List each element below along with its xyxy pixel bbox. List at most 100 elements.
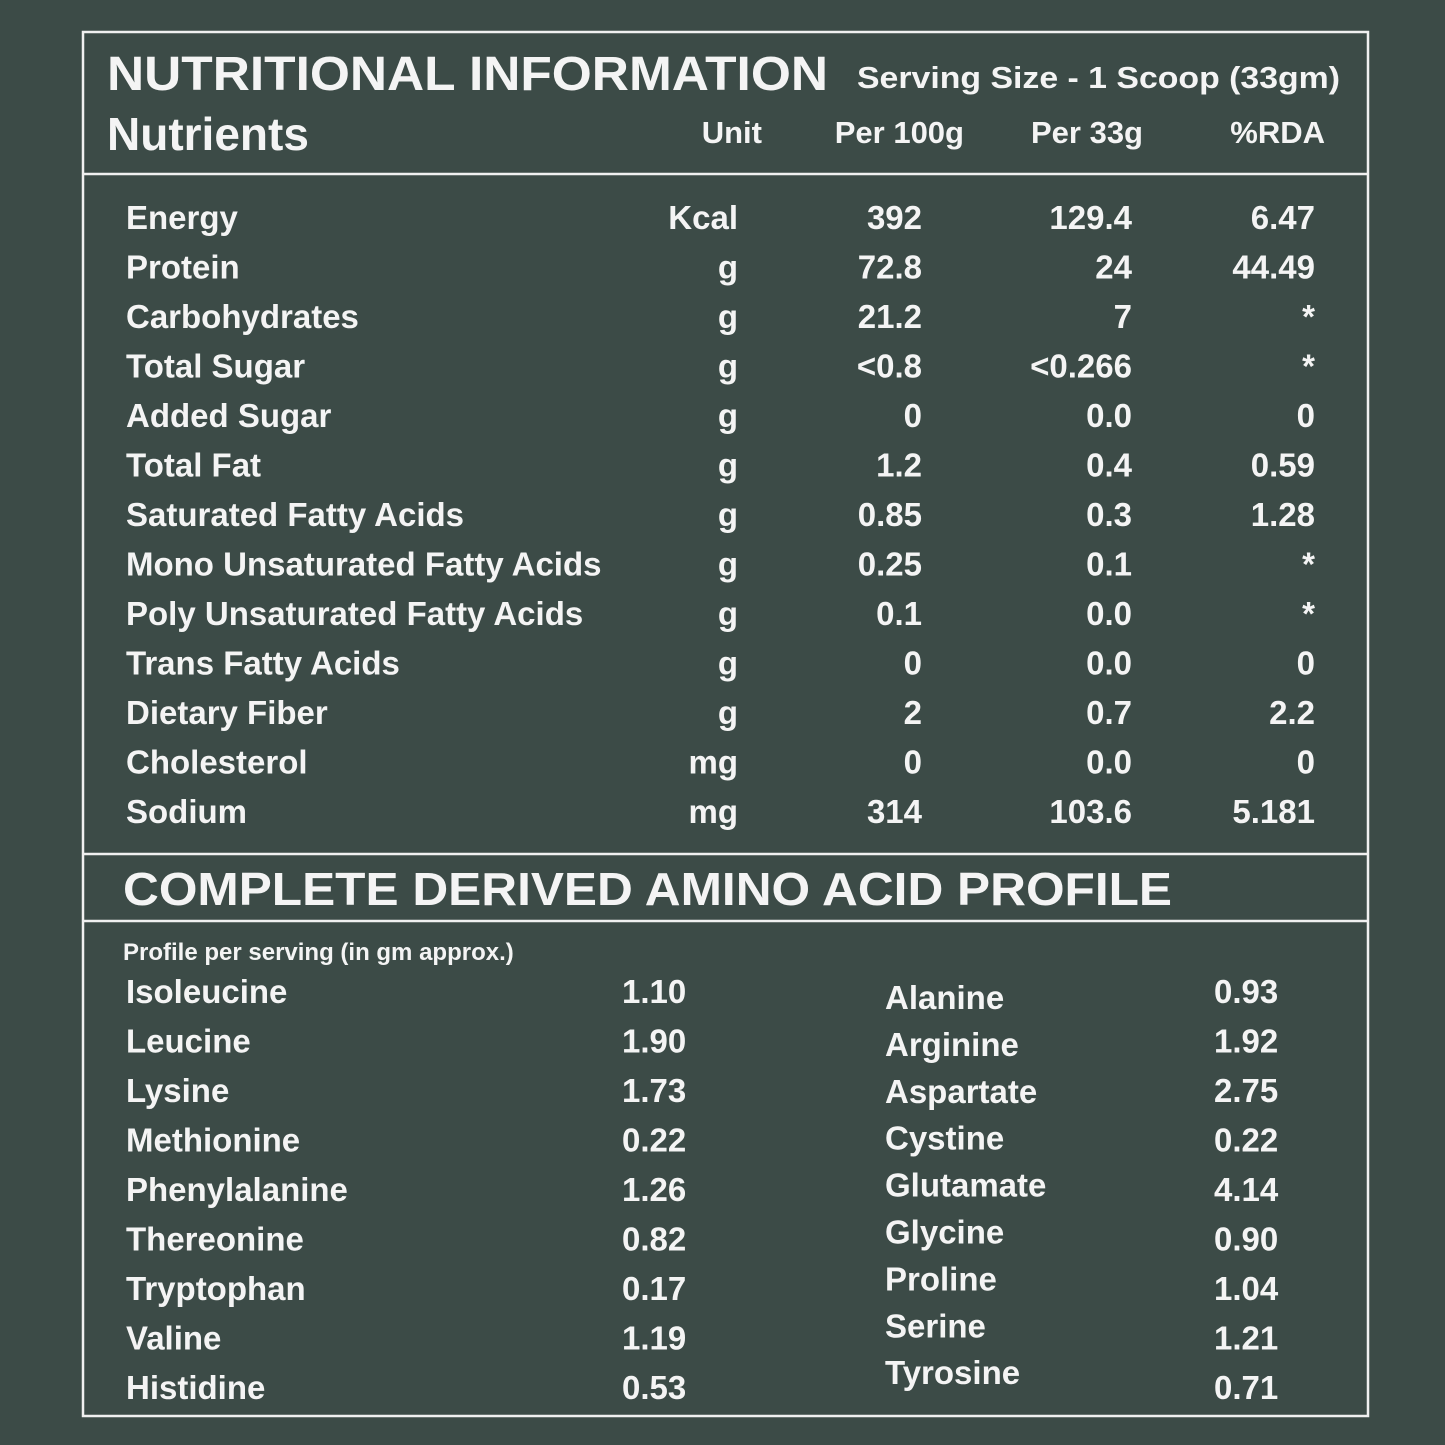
amino-value: 1.19 bbox=[622, 1320, 686, 1357]
nutrient-value: g bbox=[718, 595, 738, 632]
nutrient-value: g bbox=[718, 694, 738, 731]
amino-name: Serine bbox=[885, 1307, 986, 1344]
amino-name: Alanine bbox=[885, 979, 1004, 1016]
nutrient-value: 0 bbox=[1297, 397, 1315, 434]
nutrient-value: 2.2 bbox=[1269, 694, 1315, 731]
amino-name: Cystine bbox=[885, 1120, 1004, 1157]
nutrient-value: * bbox=[1302, 348, 1315, 385]
amino-value: 0.53 bbox=[622, 1369, 686, 1406]
amino-title: COMPLETE DERIVED AMINO ACID PROFILE bbox=[123, 863, 1172, 915]
amino-value: 0.22 bbox=[622, 1122, 686, 1159]
amino-value: 1.26 bbox=[622, 1171, 686, 1208]
nutrient-value: 103.6 bbox=[1049, 793, 1132, 830]
nutrient-value: g bbox=[718, 249, 738, 286]
column-header: Unit bbox=[702, 115, 762, 150]
amino-value: 4.14 bbox=[1214, 1171, 1279, 1208]
amino-name: Proline bbox=[885, 1260, 997, 1297]
amino-name: Tyrosine bbox=[885, 1354, 1020, 1391]
nutrient-value: g bbox=[718, 348, 738, 385]
amino-value: 0.22 bbox=[1214, 1122, 1278, 1159]
amino-value: 1.10 bbox=[622, 973, 686, 1010]
column-header: Per 33g bbox=[1031, 115, 1143, 150]
nutrient-value: g bbox=[718, 397, 738, 434]
nutrient-name: Carbohydrates bbox=[126, 298, 359, 335]
nutrient-value: g bbox=[718, 645, 738, 682]
nutrient-value: 24 bbox=[1095, 249, 1132, 286]
nutrient-value: 0.0 bbox=[1086, 595, 1132, 632]
nutrient-value: g bbox=[718, 298, 738, 335]
nutrient-name: Added Sugar bbox=[126, 397, 332, 434]
amino-name: Valine bbox=[126, 1320, 221, 1357]
nutrient-value: 0.0 bbox=[1086, 645, 1132, 682]
nutrient-value: 21.2 bbox=[858, 298, 922, 335]
nutrient-name: Total Sugar bbox=[126, 348, 305, 385]
nutrient-value: 0 bbox=[904, 744, 922, 781]
nutrient-value: * bbox=[1302, 546, 1315, 583]
column-header: %RDA bbox=[1230, 115, 1325, 150]
nutrient-value: 1.2 bbox=[876, 447, 922, 484]
amino-name: Isoleucine bbox=[126, 973, 287, 1010]
nutrient-name: Poly Unsaturated Fatty Acids bbox=[126, 595, 583, 632]
nutrient-value: 5.181 bbox=[1232, 793, 1315, 830]
nutrient-value: 0 bbox=[1297, 744, 1315, 781]
nutrient-value: 7 bbox=[1114, 298, 1132, 335]
nutrient-value: * bbox=[1302, 595, 1315, 632]
amino-value: 2.75 bbox=[1214, 1072, 1278, 1109]
amino-subtitle: Profile per serving (in gm approx.) bbox=[123, 939, 514, 966]
amino-name: Phenylalanine bbox=[126, 1171, 348, 1208]
column-header: Per 100g bbox=[835, 115, 964, 150]
nutrient-value: 2 bbox=[904, 694, 922, 731]
nutrient-value: 392 bbox=[867, 199, 922, 236]
nutrient-value: 0.85 bbox=[858, 496, 922, 533]
nutrient-value: 129.4 bbox=[1049, 199, 1132, 236]
nutrient-value: 0.1 bbox=[1086, 546, 1132, 583]
amino-value: 1.04 bbox=[1214, 1270, 1279, 1307]
nutrient-value: 0 bbox=[904, 645, 922, 682]
nutrient-name: Saturated Fatty Acids bbox=[126, 496, 464, 533]
amino-name: Glycine bbox=[885, 1214, 1004, 1251]
nutrient-name: Total Fat bbox=[126, 447, 261, 484]
nutrient-value: 0.4 bbox=[1086, 447, 1133, 484]
nutrient-value: * bbox=[1302, 298, 1315, 335]
nutrient-name: Dietary Fiber bbox=[126, 694, 328, 731]
nutrient-name: Protein bbox=[126, 249, 240, 286]
nutrient-value: 0.1 bbox=[876, 595, 922, 632]
nutrient-value: 0.3 bbox=[1086, 496, 1132, 533]
amino-value: 1.92 bbox=[1214, 1023, 1278, 1060]
amino-name: Thereonine bbox=[126, 1221, 304, 1258]
amino-value: 0.71 bbox=[1214, 1369, 1278, 1406]
nutrient-value: 0.59 bbox=[1251, 447, 1315, 484]
amino-value: 1.73 bbox=[622, 1072, 686, 1109]
nutrient-name: Mono Unsaturated Fatty Acids bbox=[126, 546, 602, 583]
nutrient-value: 0.0 bbox=[1086, 397, 1132, 434]
amino-name: Histidine bbox=[126, 1369, 265, 1406]
column-header: Nutrients bbox=[107, 108, 309, 160]
nutrient-value: <0.8 bbox=[857, 348, 922, 385]
amino-value: 1.21 bbox=[1214, 1320, 1278, 1357]
amino-name: Arginine bbox=[885, 1026, 1019, 1063]
amino-name: Lysine bbox=[126, 1072, 229, 1109]
serving-size: Serving Size - 1 Scoop (33gm) bbox=[857, 60, 1340, 95]
nutrient-value: <0.266 bbox=[1030, 348, 1132, 385]
amino-name: Methionine bbox=[126, 1122, 300, 1159]
nutrient-value: 0 bbox=[1297, 645, 1315, 682]
nutrient-value: 0.0 bbox=[1086, 744, 1132, 781]
nutrient-name: Energy bbox=[126, 199, 239, 236]
nutrient-value: 72.8 bbox=[858, 249, 922, 286]
nutrient-value: 6.47 bbox=[1251, 199, 1315, 236]
amino-value: 1.90 bbox=[622, 1023, 686, 1060]
nutrient-value: Kcal bbox=[668, 199, 738, 236]
nutrient-value: 0.25 bbox=[858, 546, 922, 583]
nutrient-value: mg bbox=[689, 793, 739, 830]
nutrient-value: g bbox=[718, 447, 738, 484]
nutrient-value: g bbox=[718, 546, 738, 583]
nutrient-name: Sodium bbox=[126, 793, 247, 830]
nutrient-value: mg bbox=[689, 744, 739, 781]
border bbox=[81, 30, 1370, 1418]
nutrient-value: g bbox=[718, 496, 738, 533]
nutrient-name: Trans Fatty Acids bbox=[126, 645, 400, 682]
nutrient-value: 314 bbox=[867, 793, 923, 830]
amino-value: 0.93 bbox=[1214, 973, 1278, 1010]
